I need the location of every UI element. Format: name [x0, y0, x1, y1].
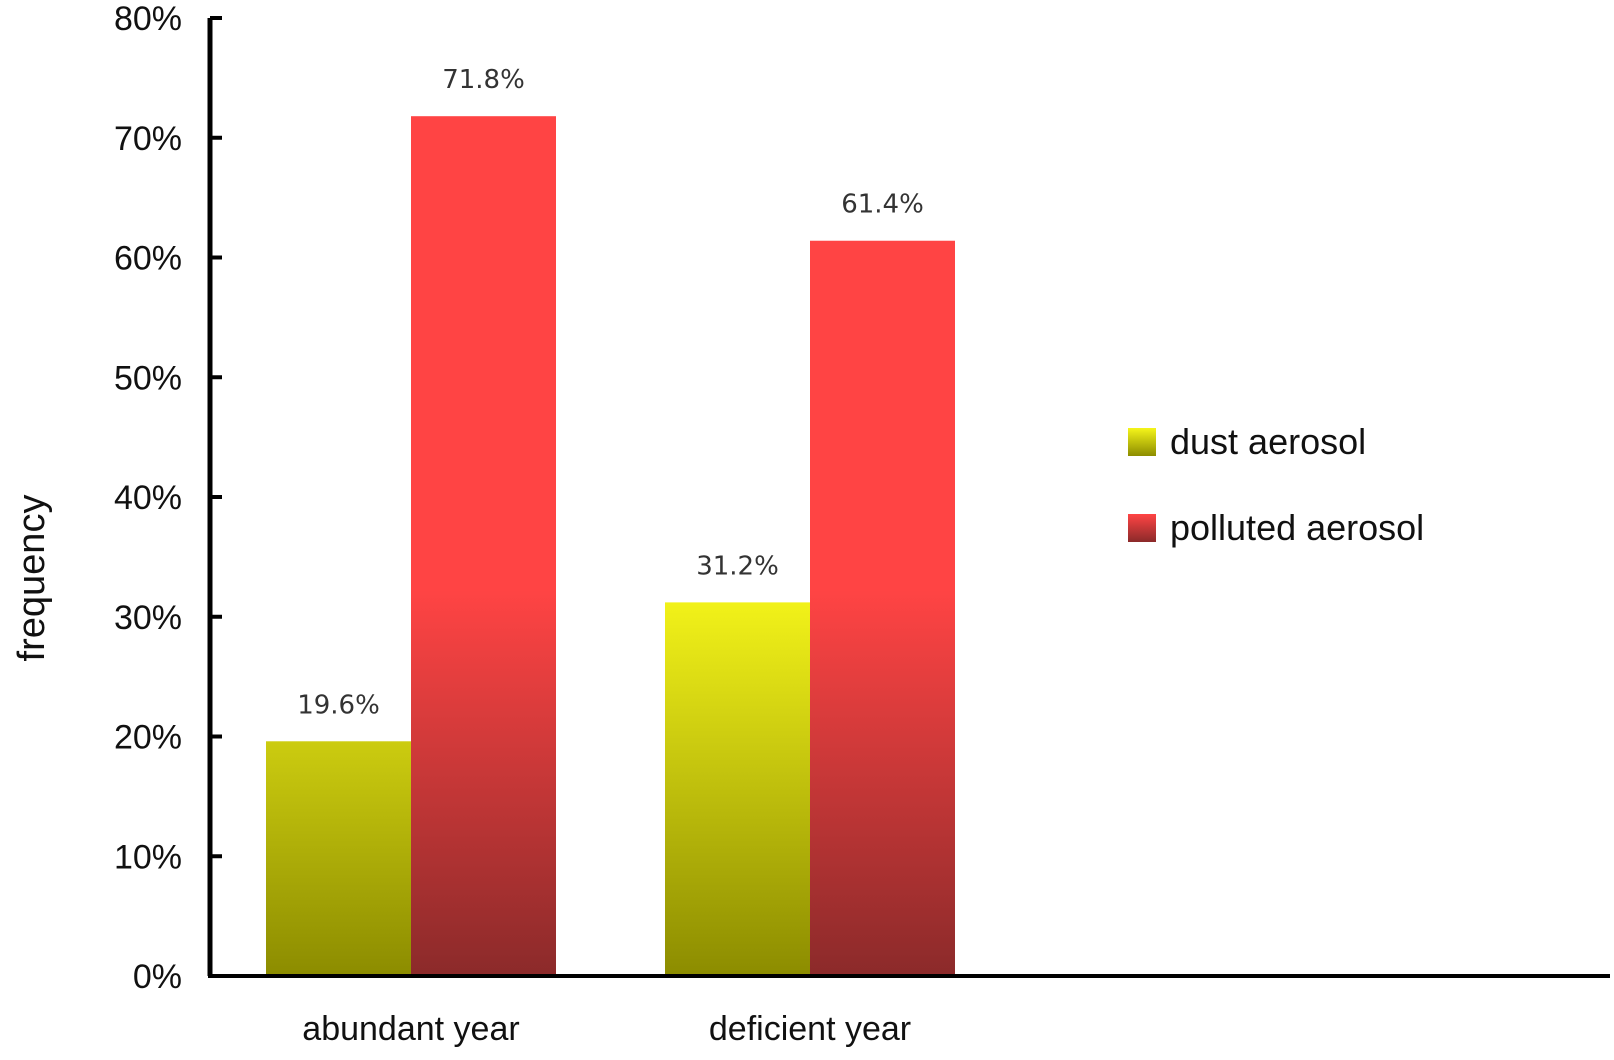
- legend-swatch-polluted-aerosol: [1128, 514, 1156, 542]
- y-ticks-layer: 0% 10% 20% 30% 40% 50% 60% 70% 80%: [114, 0, 222, 996]
- data-labels-layer: 19.6% 71.8% 31.2% 61.4%: [297, 65, 924, 720]
- data-label: 61.4%: [841, 190, 924, 220]
- x-category-label: deficient year: [709, 1010, 911, 1048]
- data-label: 71.8%: [442, 65, 525, 95]
- y-tick-label: 40%: [114, 479, 182, 517]
- y-tick-label: 80%: [114, 0, 182, 38]
- y-tick-label: 0%: [133, 958, 182, 996]
- data-label: 19.6%: [297, 690, 380, 720]
- bar-polluted-aerosol-abundant-year: [411, 116, 556, 976]
- y-tick-label: 60%: [114, 240, 182, 278]
- bar-dust-aerosol-deficient-year: [665, 602, 810, 976]
- bars-layer: [266, 116, 955, 977]
- y-tick-label: 30%: [114, 599, 182, 637]
- legend-swatch-dust-aerosol: [1128, 428, 1156, 456]
- y-tick-label: 50%: [114, 359, 182, 397]
- legend: dust aerosol polluted aerosol: [1128, 421, 1424, 548]
- legend-label: dust aerosol: [1170, 421, 1366, 462]
- bar-dust-aerosol-abundant-year: [266, 741, 411, 976]
- x-category-labels-layer: abundant year deficient year: [302, 1010, 911, 1048]
- y-tick-label: 20%: [114, 719, 182, 757]
- y-tick-label: 70%: [114, 120, 182, 158]
- bar-polluted-aerosol-deficient-year: [810, 240, 955, 977]
- legend-label: polluted aerosol: [1170, 507, 1424, 548]
- x-category-label: abundant year: [302, 1010, 519, 1048]
- data-label: 31.2%: [696, 551, 779, 581]
- y-tick-label: 10%: [114, 838, 182, 876]
- y-axis-label: frequency: [11, 495, 53, 662]
